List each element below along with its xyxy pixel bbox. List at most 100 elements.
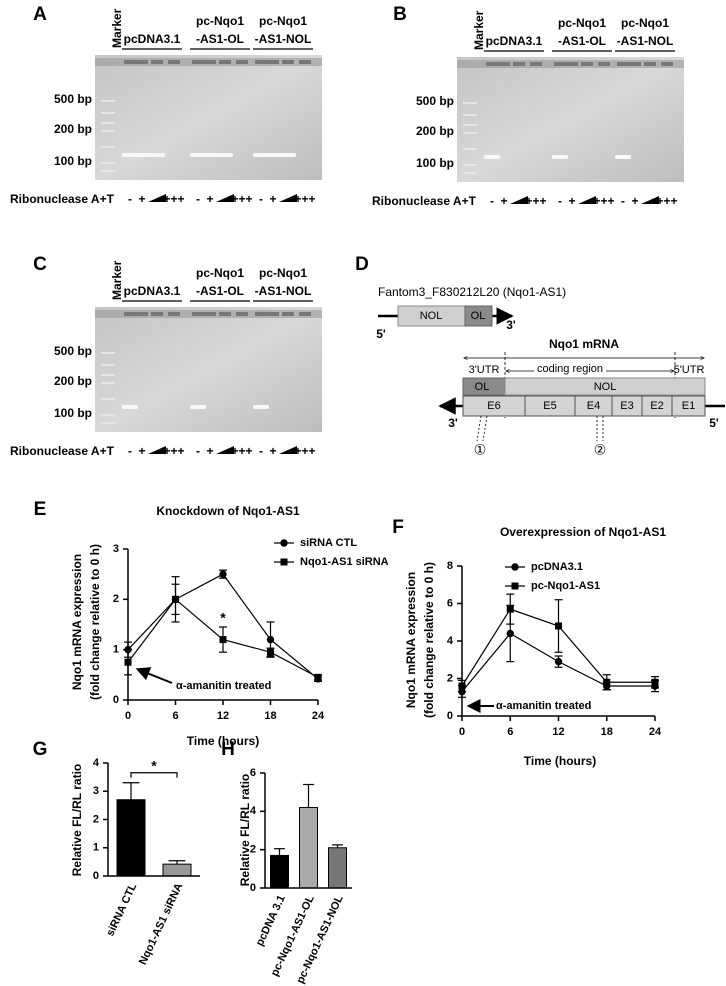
y-tick-label: 2 (93, 813, 99, 825)
gel-band (122, 405, 138, 409)
treatment-sign: + (206, 444, 213, 458)
y-tick-label: 2 (447, 672, 453, 684)
gel-well (204, 60, 216, 64)
strand-end: 3' (506, 318, 516, 332)
gel-well (282, 312, 294, 316)
data-marker (219, 570, 227, 578)
treatment-label: Ribonuclease A+T (372, 194, 477, 208)
bar (328, 847, 347, 889)
marker-ladder-band (101, 122, 115, 124)
x-tick-label: 24 (649, 726, 662, 738)
marker-ladder-band (101, 170, 115, 172)
data-marker (266, 635, 275, 644)
y-tick-label: 2 (113, 593, 119, 605)
marker-ladder-band (463, 164, 477, 166)
treatment-sign: - (259, 192, 263, 206)
panel-letter: F (392, 517, 404, 538)
exon-label: E3 (620, 400, 633, 412)
site-guide (476, 415, 482, 442)
gel-well (219, 312, 231, 316)
y-axis-label: Relative FL/RL ratio (70, 764, 84, 876)
marker-ladder-band (101, 112, 115, 114)
y-axis-label: Nqo1 mRNA expression (70, 554, 84, 690)
size-label: 100 bp (54, 154, 92, 168)
group-label: pc-Nqo1 (196, 266, 244, 280)
treatment-sign: +++ (593, 194, 614, 208)
gel-well (299, 60, 311, 64)
bar (162, 863, 192, 877)
marker-ladder-band (463, 102, 477, 104)
treatment-sign: - (196, 444, 200, 458)
gel-band (253, 405, 269, 409)
gel-well (124, 312, 136, 316)
y-tick-label: 1 (113, 644, 119, 656)
lncrna-title: Fantom3_F830212L20 (Nqo1-AS1) (378, 285, 566, 299)
gel-image (95, 307, 322, 432)
panel-letter: A (33, 4, 47, 25)
data-marker (267, 648, 274, 656)
gel-image (95, 55, 322, 180)
y-tick-label: 4 (447, 635, 454, 647)
panel-letter: H (221, 739, 235, 760)
data-marker (219, 636, 227, 644)
gel-well (661, 62, 673, 66)
treatment-sign: +++ (294, 192, 315, 206)
x-tick-label: pcDNA 3.1 (254, 893, 288, 948)
y-tick-label: 0 (113, 694, 119, 706)
y-axis-label: (fold change relative to 0 h) (422, 562, 436, 718)
group-label: pc-Nqo1 (558, 16, 606, 30)
size-label: 500 bp (54, 344, 92, 358)
exon-label: E4 (587, 400, 600, 412)
marker-ladder-band (101, 398, 115, 400)
gel-well (151, 60, 163, 64)
data-marker (124, 658, 132, 666)
gel-band (190, 405, 206, 409)
x-tick-label: siRNA CTL (104, 881, 139, 938)
bar (116, 799, 146, 877)
treatment-sign: +++ (163, 444, 184, 458)
gel-well (219, 60, 231, 64)
annotation: α-amanitin treated (496, 700, 591, 712)
data-marker (555, 622, 562, 630)
gel-well (192, 60, 204, 64)
gel-well (498, 62, 510, 66)
group-label: -AS1-OL (558, 34, 606, 48)
gel-well (168, 60, 180, 64)
legend-marker (511, 582, 519, 590)
group-label: pc-Nqo1 (259, 14, 307, 28)
gel-band (615, 155, 631, 159)
gel-band (484, 155, 500, 159)
treatment-sign: + (138, 192, 145, 206)
x-axis-label: Time (hours) (187, 734, 259, 748)
x-tick-label: 18 (601, 726, 613, 738)
panel-letter: C (33, 254, 47, 275)
group-label: -AS1-NOL (617, 34, 674, 48)
chart-title: Overexpression of Nqo1-AS1 (500, 525, 666, 539)
legend-label: Nqo1-AS1 siRNA (300, 556, 389, 568)
segment-label: NOL (594, 381, 617, 393)
gel-well (267, 60, 279, 64)
x-tick-label: 12 (552, 726, 564, 738)
x-tick-label: 12 (217, 710, 229, 722)
gel-well (513, 62, 525, 66)
legend-marker (280, 558, 288, 566)
gel-band (217, 153, 233, 157)
treatment-sign: - (196, 192, 200, 206)
treatment-sign: +++ (231, 444, 252, 458)
annotation-arrow (135, 667, 173, 684)
treatment-sign: +++ (163, 192, 184, 206)
group-label: -AS1-NOL (255, 32, 312, 46)
treatment-wedge (279, 446, 297, 454)
treatment-wedge (510, 196, 528, 204)
x-tick-label: 0 (459, 726, 465, 738)
treatment-sign: + (269, 192, 276, 206)
marker-ladder-band (101, 364, 115, 366)
legend-marker (511, 563, 519, 571)
gel-band (265, 153, 281, 157)
treatment-sign: + (206, 192, 213, 206)
legend-label: pc-Nqo1-AS1 (531, 580, 600, 592)
y-axis-label: Nqo1 mRNA expression (404, 572, 418, 708)
group-label: pc-Nqo1 (259, 266, 307, 280)
strand-end: 5' (709, 416, 719, 430)
